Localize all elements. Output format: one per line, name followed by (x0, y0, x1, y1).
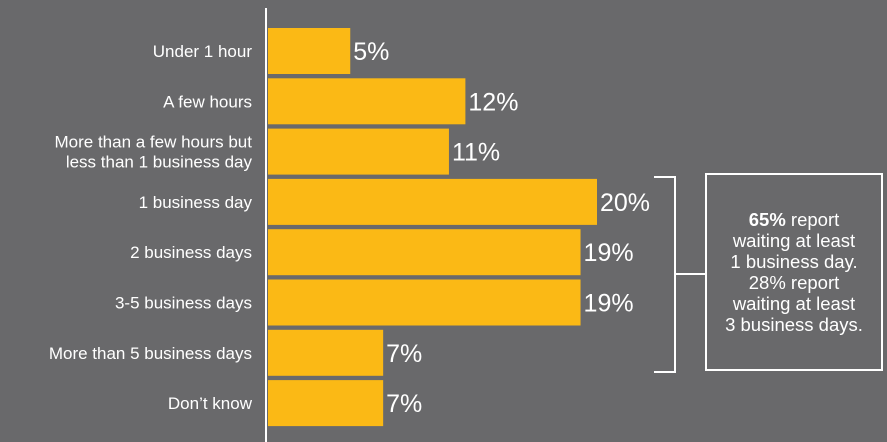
bar-1 (268, 78, 466, 125)
category-label-0-line-0: Under 1 hour (153, 42, 253, 61)
callout-line-5: waiting at least (732, 293, 856, 314)
callout-line-4: 28% report (748, 272, 840, 293)
value-label-6: 7% (386, 340, 422, 368)
bar-5 (268, 279, 581, 326)
category-label-5: 3-5 business days (115, 294, 252, 313)
value-label-4: 19% (584, 239, 634, 267)
category-label-3: 1 business day (139, 193, 253, 212)
callout-line-2: waiting at least (732, 230, 856, 251)
bar-6 (268, 329, 384, 376)
value-label-7: 7% (386, 390, 422, 418)
category-label-7-line-0: Don’t know (168, 394, 253, 413)
bar-4 (268, 229, 581, 276)
category-label-1-line-0: A few hours (163, 92, 252, 111)
callout-box: 65% report waiting at least 1 business d… (705, 173, 883, 371)
callout-bold-value: 65% (748, 209, 786, 230)
category-label-6: More than 5 business days (49, 344, 252, 363)
value-label-0: 5% (353, 38, 389, 66)
value-label-3: 20% (600, 189, 650, 217)
category-label-5-line-0: 3-5 business days (115, 294, 252, 313)
category-label-2: More than a few hours but less than 1 bus… (54, 133, 252, 172)
callout-line-1: 65% report (749, 209, 840, 230)
category-label-7: Don’t know (168, 394, 253, 413)
bars-group: 5% Under 1 hour 12% A few hours 11% More than… (49, 28, 650, 427)
value-label-2: 11% (452, 139, 500, 167)
bar-7 (268, 380, 384, 427)
category-label-2-line-0: More than a few hours but (54, 133, 252, 152)
callout-bracket (654, 176, 706, 373)
category-label-4: 2 business days (130, 243, 252, 262)
callout-line-3: 1 business day. (730, 251, 858, 272)
bar-3 (268, 178, 597, 225)
category-label-2-line-1: less than 1 business day (66, 153, 253, 172)
bar-2 (268, 128, 449, 175)
category-label-4-line-0: 2 business days (130, 243, 252, 262)
value-label-1: 12% (468, 88, 518, 116)
callout-line-6: 3 business days. (725, 314, 863, 335)
value-label-5: 19% (584, 290, 634, 318)
callout-line-1-text: report (785, 209, 840, 230)
bar-0 (268, 28, 351, 74)
category-label-6-line-0: More than 5 business days (49, 344, 252, 363)
category-label-3-line-0: 1 business day (139, 193, 253, 212)
category-label-0: Under 1 hour (153, 42, 253, 61)
category-label-1: A few hours (163, 92, 252, 111)
